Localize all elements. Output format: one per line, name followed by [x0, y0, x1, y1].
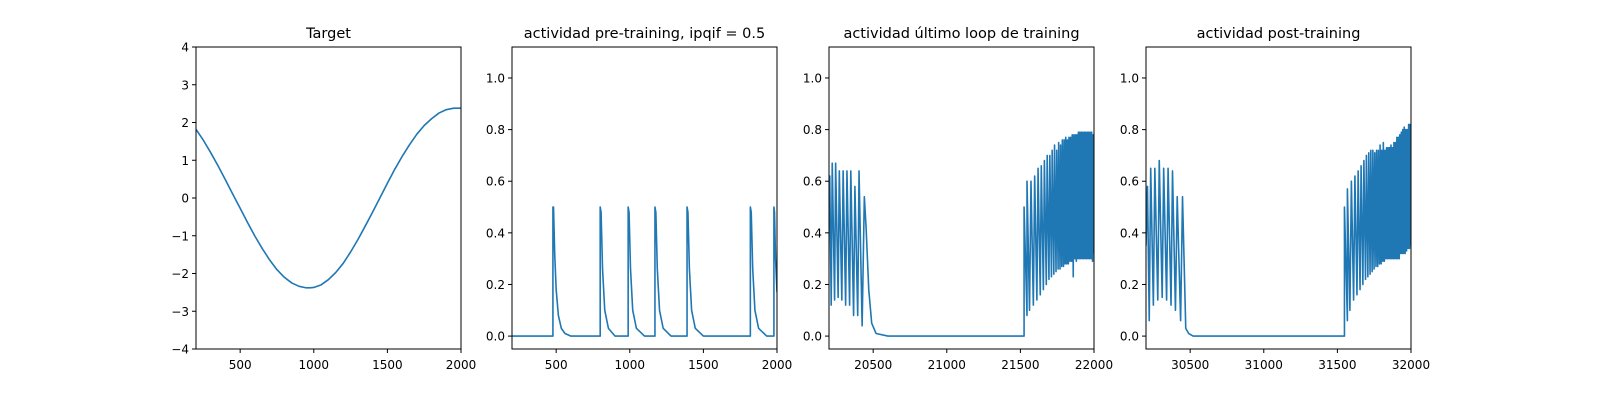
x-tick-label: 30500	[1171, 358, 1209, 372]
y-tick-label: 0.2	[1120, 278, 1139, 292]
y-tick-label: −4	[171, 343, 189, 357]
subplot-last-training-loop: 20500 21000 21500 22000 0.0 0.2 0.4 0.6 0.8 1.0 ac…	[803, 26, 1113, 372]
y-tick-label: −3	[171, 305, 189, 319]
x-tick-label: 500	[229, 358, 252, 372]
subplot-title: Target	[305, 26, 351, 42]
series-line-0	[512, 206, 777, 337]
y-tick-label: 0.6	[486, 175, 505, 189]
x-tick-label: 21000	[928, 358, 966, 372]
subplot-pre-training: 500 1000 1500 2000 0.0 0.2 0.4 0.6 0.8 1.0 activid…	[486, 26, 792, 372]
y-tick-label: 0.6	[1120, 175, 1139, 189]
y-tick-label: 0.0	[486, 330, 505, 344]
subplot-title: actividad post-training	[1197, 26, 1361, 42]
y-tick-label: 0.8	[1120, 123, 1139, 137]
series-line-0	[196, 107, 461, 289]
x-tick-label: 20500	[854, 358, 892, 372]
y-tick-label: 1.0	[803, 71, 822, 85]
y-tick-label: 0.4	[803, 226, 822, 240]
plot-frame	[828, 46, 1095, 350]
y-tick-label: 0.4	[1120, 226, 1139, 240]
y-tick-label: 0.4	[486, 226, 505, 240]
x-tick-label: 22000	[1075, 358, 1113, 372]
x-tick-label: 1500	[688, 358, 719, 372]
x-tick-label: 500	[545, 358, 568, 372]
x-tick-label: 31000	[1245, 358, 1283, 372]
plot-frame	[1145, 46, 1412, 350]
x-tick-label: 2000	[762, 358, 793, 372]
y-tick-label: 0.2	[803, 278, 822, 292]
series-line-0	[1146, 123, 1411, 337]
y-tick-label: 3	[181, 78, 189, 92]
x-tick-label: 1500	[372, 358, 403, 372]
y-tick-label: −1	[171, 229, 189, 243]
y-tick-label: 4	[181, 41, 189, 55]
x-tick-label: 32000	[1392, 358, 1430, 372]
y-tick-label: 0.8	[486, 123, 505, 137]
series-line-0	[829, 131, 1094, 337]
y-tick-label: 0.8	[803, 123, 822, 137]
y-tick-label: 0.6	[803, 175, 822, 189]
y-tick-label: 1	[181, 154, 189, 168]
y-tick-label: 0.0	[803, 330, 822, 344]
subplot-title: actividad pre-training, ipqif = 0.5	[524, 26, 765, 42]
y-tick-label: −2	[171, 267, 189, 281]
plot-frame	[511, 46, 778, 350]
plot-frame	[195, 46, 462, 350]
y-tick-label: 0.2	[486, 278, 505, 292]
subplot-target: 500 1000 1500 2000 −4 −3 −2 −1 0 1 2 3 4 Target	[171, 26, 476, 372]
y-tick-label: 0.0	[1120, 330, 1139, 344]
y-tick-label: 2	[181, 116, 189, 130]
subplot-title: actividad último loop de training	[843, 26, 1079, 42]
y-tick-label: 1.0	[1120, 71, 1139, 85]
y-tick-label: 1.0	[486, 71, 505, 85]
x-tick-label: 2000	[446, 358, 477, 372]
y-tick-label: 0	[181, 192, 189, 206]
x-tick-label: 31500	[1318, 358, 1356, 372]
x-tick-label: 1000	[299, 358, 330, 372]
x-tick-label: 21500	[1001, 358, 1039, 372]
subplot-post-training: 30500 31000 31500 32000 0.0 0.2 0.4 0.6 0.8 1.0 ac…	[1120, 26, 1430, 372]
x-tick-label: 1000	[615, 358, 646, 372]
